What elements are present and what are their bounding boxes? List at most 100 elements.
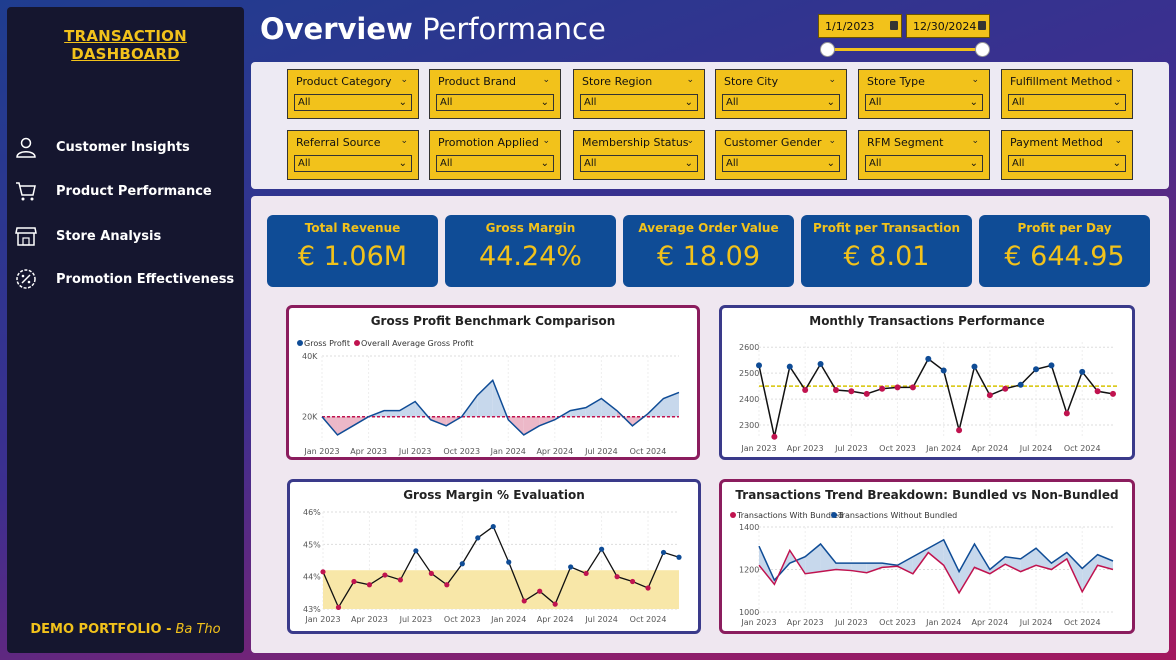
filter-customer-gender[interactable]: Customer Gender ⌄ All ⌄ (715, 130, 847, 180)
data-point[interactable] (475, 535, 481, 541)
data-point[interactable] (366, 582, 373, 588)
data-point[interactable] (879, 385, 886, 392)
nav-item-promotion-effectiveness[interactable]: Promotion Effectiveness (15, 265, 235, 293)
chart-transactions-bundled-breakdown[interactable]: Transactions Trend Breakdown: Bundled vs… (719, 479, 1135, 634)
data-point[interactable] (956, 427, 963, 434)
data-point[interactable] (614, 574, 620, 580)
data-point[interactable] (940, 367, 947, 374)
filter-membership-status[interactable]: Membership Status ⌄ All ⌄ (573, 130, 705, 180)
data-point[interactable] (1033, 366, 1040, 373)
chart-gross-margin-evaluation[interactable]: Gross Margin % Evaluation 46% 45% 44% 43% Ja… (287, 479, 701, 634)
data-point[interactable] (1079, 368, 1086, 375)
data-point[interactable] (351, 578, 357, 585)
filter-dropdown[interactable]: All ⌄ (722, 155, 840, 172)
filter-dropdown[interactable]: All ⌄ (580, 155, 698, 172)
filter-fulfillment-method[interactable]: Fulfillment Method ⌄ All ⌄ (1001, 69, 1133, 119)
chevron-down-icon[interactable]: ⌄ (542, 75, 550, 85)
filter-store-type[interactable]: Store Type ⌄ All ⌄ (858, 69, 990, 119)
filter-dropdown[interactable]: All ⌄ (580, 94, 698, 111)
filter-dropdown[interactable]: All ⌄ (294, 94, 412, 111)
date-end-input[interactable]: 12/30/2024 (906, 14, 990, 38)
date-start-input[interactable]: 1/1/2023 (818, 14, 902, 38)
filter-dropdown[interactable]: All ⌄ (722, 94, 840, 111)
data-point[interactable] (1063, 410, 1070, 417)
data-point[interactable] (490, 523, 496, 530)
data-point[interactable] (629, 578, 636, 585)
data-point[interactable] (335, 604, 342, 610)
data-point[interactable] (802, 387, 809, 393)
data-point[interactable] (645, 585, 651, 591)
chart-gross-profit-benchmark[interactable]: Gross Profit Benchmark Comparison 40K 20K… (286, 305, 700, 460)
calendar-icon[interactable] (890, 21, 898, 30)
chevron-down-icon[interactable]: ⌄ (400, 75, 408, 85)
filter-product-category[interactable]: Product Category ⌄ All ⌄ (287, 69, 419, 119)
chevron-down-icon[interactable]: ⌄ (686, 136, 694, 146)
data-point[interactable] (459, 561, 465, 567)
chevron-down-icon[interactable]: ⌄ (828, 75, 836, 85)
data-point[interactable] (756, 362, 762, 369)
nav-item-customer-insights[interactable]: Customer Insights (15, 133, 235, 161)
filter-store-city[interactable]: Store City ⌄ All ⌄ (715, 69, 847, 119)
chevron-down-icon[interactable]: ⌄ (828, 136, 836, 146)
data-point[interactable] (986, 392, 993, 399)
data-point[interactable] (676, 554, 682, 560)
nav-item-product-performance[interactable]: Product Performance (15, 177, 235, 205)
filter-dropdown[interactable]: All ⌄ (436, 94, 554, 111)
data-point[interactable] (894, 384, 901, 391)
data-point[interactable] (1048, 362, 1055, 369)
data-point[interactable] (832, 387, 839, 393)
data-point[interactable] (848, 388, 855, 395)
data-point[interactable] (599, 546, 605, 552)
data-point[interactable] (909, 384, 916, 391)
filter-payment-method[interactable]: Payment Method ⌄ All ⌄ (1001, 130, 1133, 180)
data-point[interactable] (521, 598, 527, 604)
date-range-slider-track[interactable] (827, 48, 983, 51)
data-point[interactable] (863, 390, 870, 397)
chevron-down-icon[interactable]: ⌄ (400, 136, 408, 146)
data-point[interactable] (537, 588, 543, 594)
data-point[interactable] (1017, 381, 1024, 388)
data-point[interactable] (817, 361, 824, 368)
data-point[interactable] (320, 569, 326, 575)
data-point[interactable] (925, 355, 932, 362)
filter-referral-source[interactable]: Referral Source ⌄ All ⌄ (287, 130, 419, 180)
date-range-end-handle[interactable] (975, 42, 990, 57)
data-point[interactable] (413, 548, 419, 554)
filter-dropdown[interactable]: All ⌄ (865, 155, 983, 172)
filter-product-brand[interactable]: Product Brand ⌄ All ⌄ (429, 69, 561, 119)
data-point[interactable] (1110, 390, 1116, 397)
filter-rfm-segment[interactable]: RFM Segment ⌄ All ⌄ (858, 130, 990, 180)
chart-monthly-transactions[interactable]: Monthly Transactions Performance 2600 250… (719, 305, 1135, 460)
data-point[interactable] (568, 564, 574, 570)
filter-dropdown[interactable]: All ⌄ (294, 155, 412, 172)
data-point[interactable] (1002, 385, 1009, 392)
filter-promotion-applied[interactable]: Promotion Applied ⌄ All ⌄ (429, 130, 561, 180)
data-point[interactable] (786, 363, 793, 370)
chevron-down-icon[interactable]: ⌄ (686, 75, 694, 85)
calendar-icon[interactable] (978, 21, 986, 30)
chevron-down-icon[interactable]: ⌄ (1114, 75, 1122, 85)
chevron-down-icon[interactable]: ⌄ (971, 136, 979, 146)
chevron-down-icon[interactable]: ⌄ (971, 75, 979, 85)
filter-dropdown[interactable]: All ⌄ (865, 94, 983, 111)
chevron-down-icon[interactable]: ⌄ (1114, 136, 1122, 146)
data-point[interactable] (660, 549, 667, 556)
filter-dropdown[interactable]: All ⌄ (1008, 94, 1126, 111)
nav-item-store-analysis[interactable]: Store Analysis (15, 222, 235, 250)
data-point[interactable] (1094, 388, 1101, 395)
data-point[interactable] (428, 570, 434, 577)
filter-store-region[interactable]: Store Region ⌄ All ⌄ (573, 69, 705, 119)
data-point[interactable] (397, 577, 403, 583)
data-point[interactable] (552, 601, 558, 607)
filter-selected-value: All (869, 158, 882, 169)
data-point[interactable] (382, 572, 388, 578)
chevron-down-icon[interactable]: ⌄ (542, 136, 550, 146)
date-range-start-handle[interactable] (820, 42, 835, 57)
filter-dropdown[interactable]: All ⌄ (436, 155, 554, 172)
data-point[interactable] (971, 363, 978, 370)
data-point[interactable] (583, 570, 589, 577)
data-point[interactable] (506, 559, 512, 565)
data-point[interactable] (444, 582, 450, 588)
filter-dropdown[interactable]: All ⌄ (1008, 155, 1126, 172)
data-point[interactable] (771, 433, 778, 440)
